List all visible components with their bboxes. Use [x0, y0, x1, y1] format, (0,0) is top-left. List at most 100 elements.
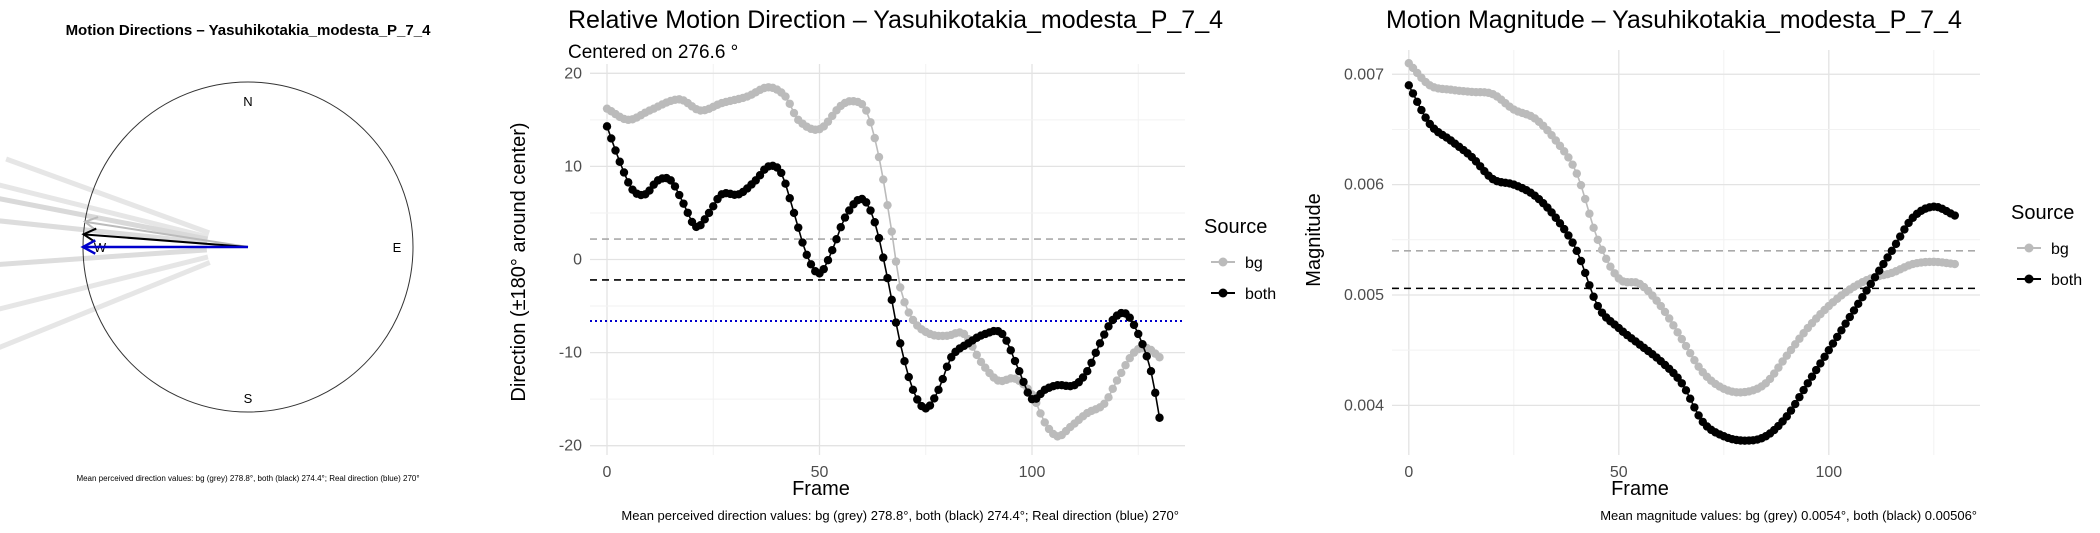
magnitude-reference-lines — [1392, 250, 1980, 290]
series-point-both — [1866, 279, 1875, 289]
series-point-both — [840, 213, 850, 222]
series-point-bg — [891, 257, 901, 266]
series-point-both — [1568, 238, 1577, 247]
legend-label-bg: bg — [1245, 255, 1263, 272]
series-point-bg — [1117, 368, 1126, 378]
legend-label-bg: bg — [2051, 241, 2069, 258]
series-point-both — [900, 357, 909, 366]
legend-label-both: both — [1245, 286, 1276, 303]
series-point-both — [1686, 394, 1695, 403]
series-point-both — [913, 395, 922, 404]
series-point-both — [874, 233, 884, 243]
series-point-bg — [976, 357, 986, 367]
series-point-both — [1799, 385, 1808, 395]
series-point-both — [802, 250, 811, 260]
series-point-both — [1572, 246, 1581, 256]
series-point-both — [934, 385, 943, 395]
series-point-both — [1125, 313, 1134, 322]
series-point-both — [1896, 232, 1905, 241]
series-point-both — [1023, 388, 1032, 397]
series-point-both — [1837, 326, 1846, 335]
series-point-both — [1879, 259, 1888, 269]
compass-arrow-bg — [84, 220, 249, 248]
legend-swatch-both-dot — [1218, 288, 1228, 298]
series-point-both — [1690, 403, 1699, 412]
series-line-both — [606, 126, 1161, 418]
series-point-both — [1091, 348, 1100, 357]
series-point-both — [866, 206, 875, 215]
magnitude-legend-title: Source — [2011, 202, 2074, 224]
compass-arrows — [80, 216, 249, 255]
series-point-both — [1950, 211, 1959, 220]
series-point-both — [1104, 322, 1113, 331]
magnitude-tick-labels: 0 50 100 0.004 0.005 0.006 0.007 — [1344, 66, 1842, 481]
series-point-bg — [904, 308, 913, 317]
series-point-both — [836, 223, 845, 232]
y-tick-label: 0.004 — [1344, 397, 1384, 414]
series-point-both — [1694, 411, 1703, 420]
compass-title: Motion Directions – Yasuhikotakia_modest… — [66, 22, 432, 39]
series-point-both — [828, 245, 837, 255]
series-point-both — [1146, 367, 1156, 376]
series-point-both — [1095, 339, 1105, 348]
series-point-both — [1887, 246, 1896, 256]
compass-spoke — [0, 247, 208, 267]
series-point-bg — [1690, 355, 1699, 365]
series-point-both — [781, 179, 790, 188]
series-point-both — [615, 157, 624, 166]
series-point-bg — [1677, 334, 1686, 344]
series-point-both — [798, 238, 807, 247]
series-point-bg — [862, 106, 871, 115]
series-point-bg — [1112, 376, 1122, 385]
legend-swatch-both-dot — [2024, 274, 2034, 284]
series-point-both — [1786, 406, 1796, 415]
series-point-bg — [866, 118, 875, 127]
series-point-bg — [789, 108, 799, 118]
series-point-both — [1413, 97, 1422, 107]
series-point-both — [1417, 105, 1426, 115]
series-point-both — [1816, 359, 1825, 368]
series-point-both — [1900, 225, 1909, 234]
series-point-bg — [1660, 307, 1670, 317]
series-point-bg — [1564, 153, 1573, 162]
direction-chart: Relative Motion Direction – Yasuhikotaki… — [508, 6, 1276, 523]
series-point-both — [1585, 281, 1594, 290]
legend-swatch-bg-dot — [2024, 243, 2034, 253]
direction-title: Relative Motion Direction – Yasuhikotaki… — [568, 6, 1223, 34]
series-point-both — [862, 198, 871, 207]
magnitude-x-axis-label: Frame — [1611, 478, 1669, 500]
series-point-both — [1142, 352, 1151, 361]
series-point-bg — [1572, 169, 1581, 178]
magnitude-chart: Motion Magnitude – Yasuhikotakia_modesta… — [1303, 6, 2082, 523]
series-point-both — [819, 264, 828, 274]
direction-panel: Relative Motion Direction – Yasuhikotaki… — [500, 0, 1300, 533]
series-point-both — [1138, 339, 1147, 349]
compass-panel: Motion Directions – Yasuhikotakia_modest… — [0, 0, 500, 533]
series-point-both — [930, 394, 939, 403]
x-tick-label: 0 — [603, 464, 612, 481]
compass-label-n: N — [243, 94, 252, 109]
direction-reference-lines — [590, 238, 1185, 322]
series-point-bg — [823, 117, 833, 126]
series-point-both — [1862, 286, 1871, 295]
series-point-both — [789, 208, 799, 218]
series-point-both — [908, 385, 918, 395]
series-point-both — [1129, 320, 1139, 330]
magnitude-grid — [1392, 50, 1980, 455]
series-point-bg — [1560, 147, 1569, 156]
series-point-both — [624, 178, 633, 187]
magnitude-series — [1404, 59, 1959, 445]
compass-caption: Mean perceived direction values: bg (gre… — [76, 474, 419, 483]
series-point-both — [1404, 81, 1413, 90]
compass-arrow-both — [83, 233, 249, 248]
direction-series — [602, 83, 1164, 441]
magnitude-panel: Motion Magnitude – Yasuhikotakia_modesta… — [1300, 0, 2100, 533]
series-point-bg — [1581, 194, 1590, 204]
legend-label-both: both — [2051, 272, 2082, 289]
series-point-both — [1087, 358, 1096, 367]
series-point-both — [1795, 392, 1804, 402]
compass-spoke — [0, 218, 208, 246]
magnitude-title: Motion Magnitude – Yasuhikotakia_modesta… — [1386, 6, 1962, 34]
y-tick-label: 0 — [573, 252, 582, 269]
x-tick-label: 0 — [1404, 464, 1413, 481]
